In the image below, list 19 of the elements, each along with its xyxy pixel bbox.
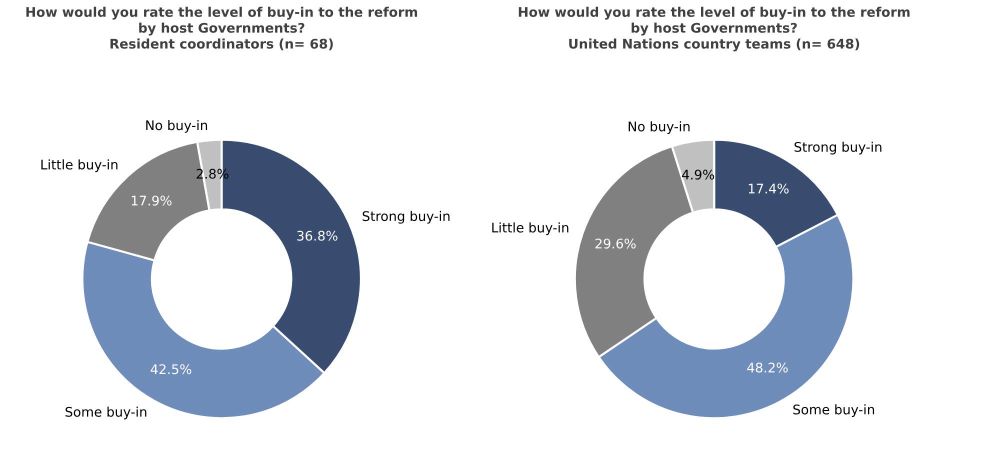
chart-subtitle: United Nations country teams (n= 648)	[569, 38, 860, 52]
data-label: 36.8%	[297, 230, 338, 241]
data-label: 29.6%	[595, 238, 636, 249]
slice-label: Strong buy-in	[362, 210, 450, 224]
data-label: 42.5%	[150, 364, 192, 374]
slice-label: No buy-in	[146, 120, 208, 133]
slice-label: Some buy-in	[793, 404, 874, 418]
slice-label: Some buy-in	[66, 406, 146, 420]
data-label: 48.2%	[747, 362, 788, 373]
data-label: 17.9%	[132, 196, 172, 206]
slice-label: Strong buy-in	[794, 142, 882, 154]
slice-label: Little buy-in	[41, 159, 118, 172]
slice-label: Little buy-in	[492, 222, 568, 236]
slice-label: No buy-in	[628, 121, 690, 134]
chart-subtitle: Resident coordinators (n= 68)	[110, 38, 333, 50]
data-label: 17.4%	[748, 184, 789, 194]
chart-title: How would you rate the level of buy-in to the reform by host Governments?	[26, 6, 418, 36]
data-label: 4.9%	[682, 170, 714, 180]
chart-title: How would you rate the level of buy-in to the reform by host Governments?	[518, 6, 910, 36]
